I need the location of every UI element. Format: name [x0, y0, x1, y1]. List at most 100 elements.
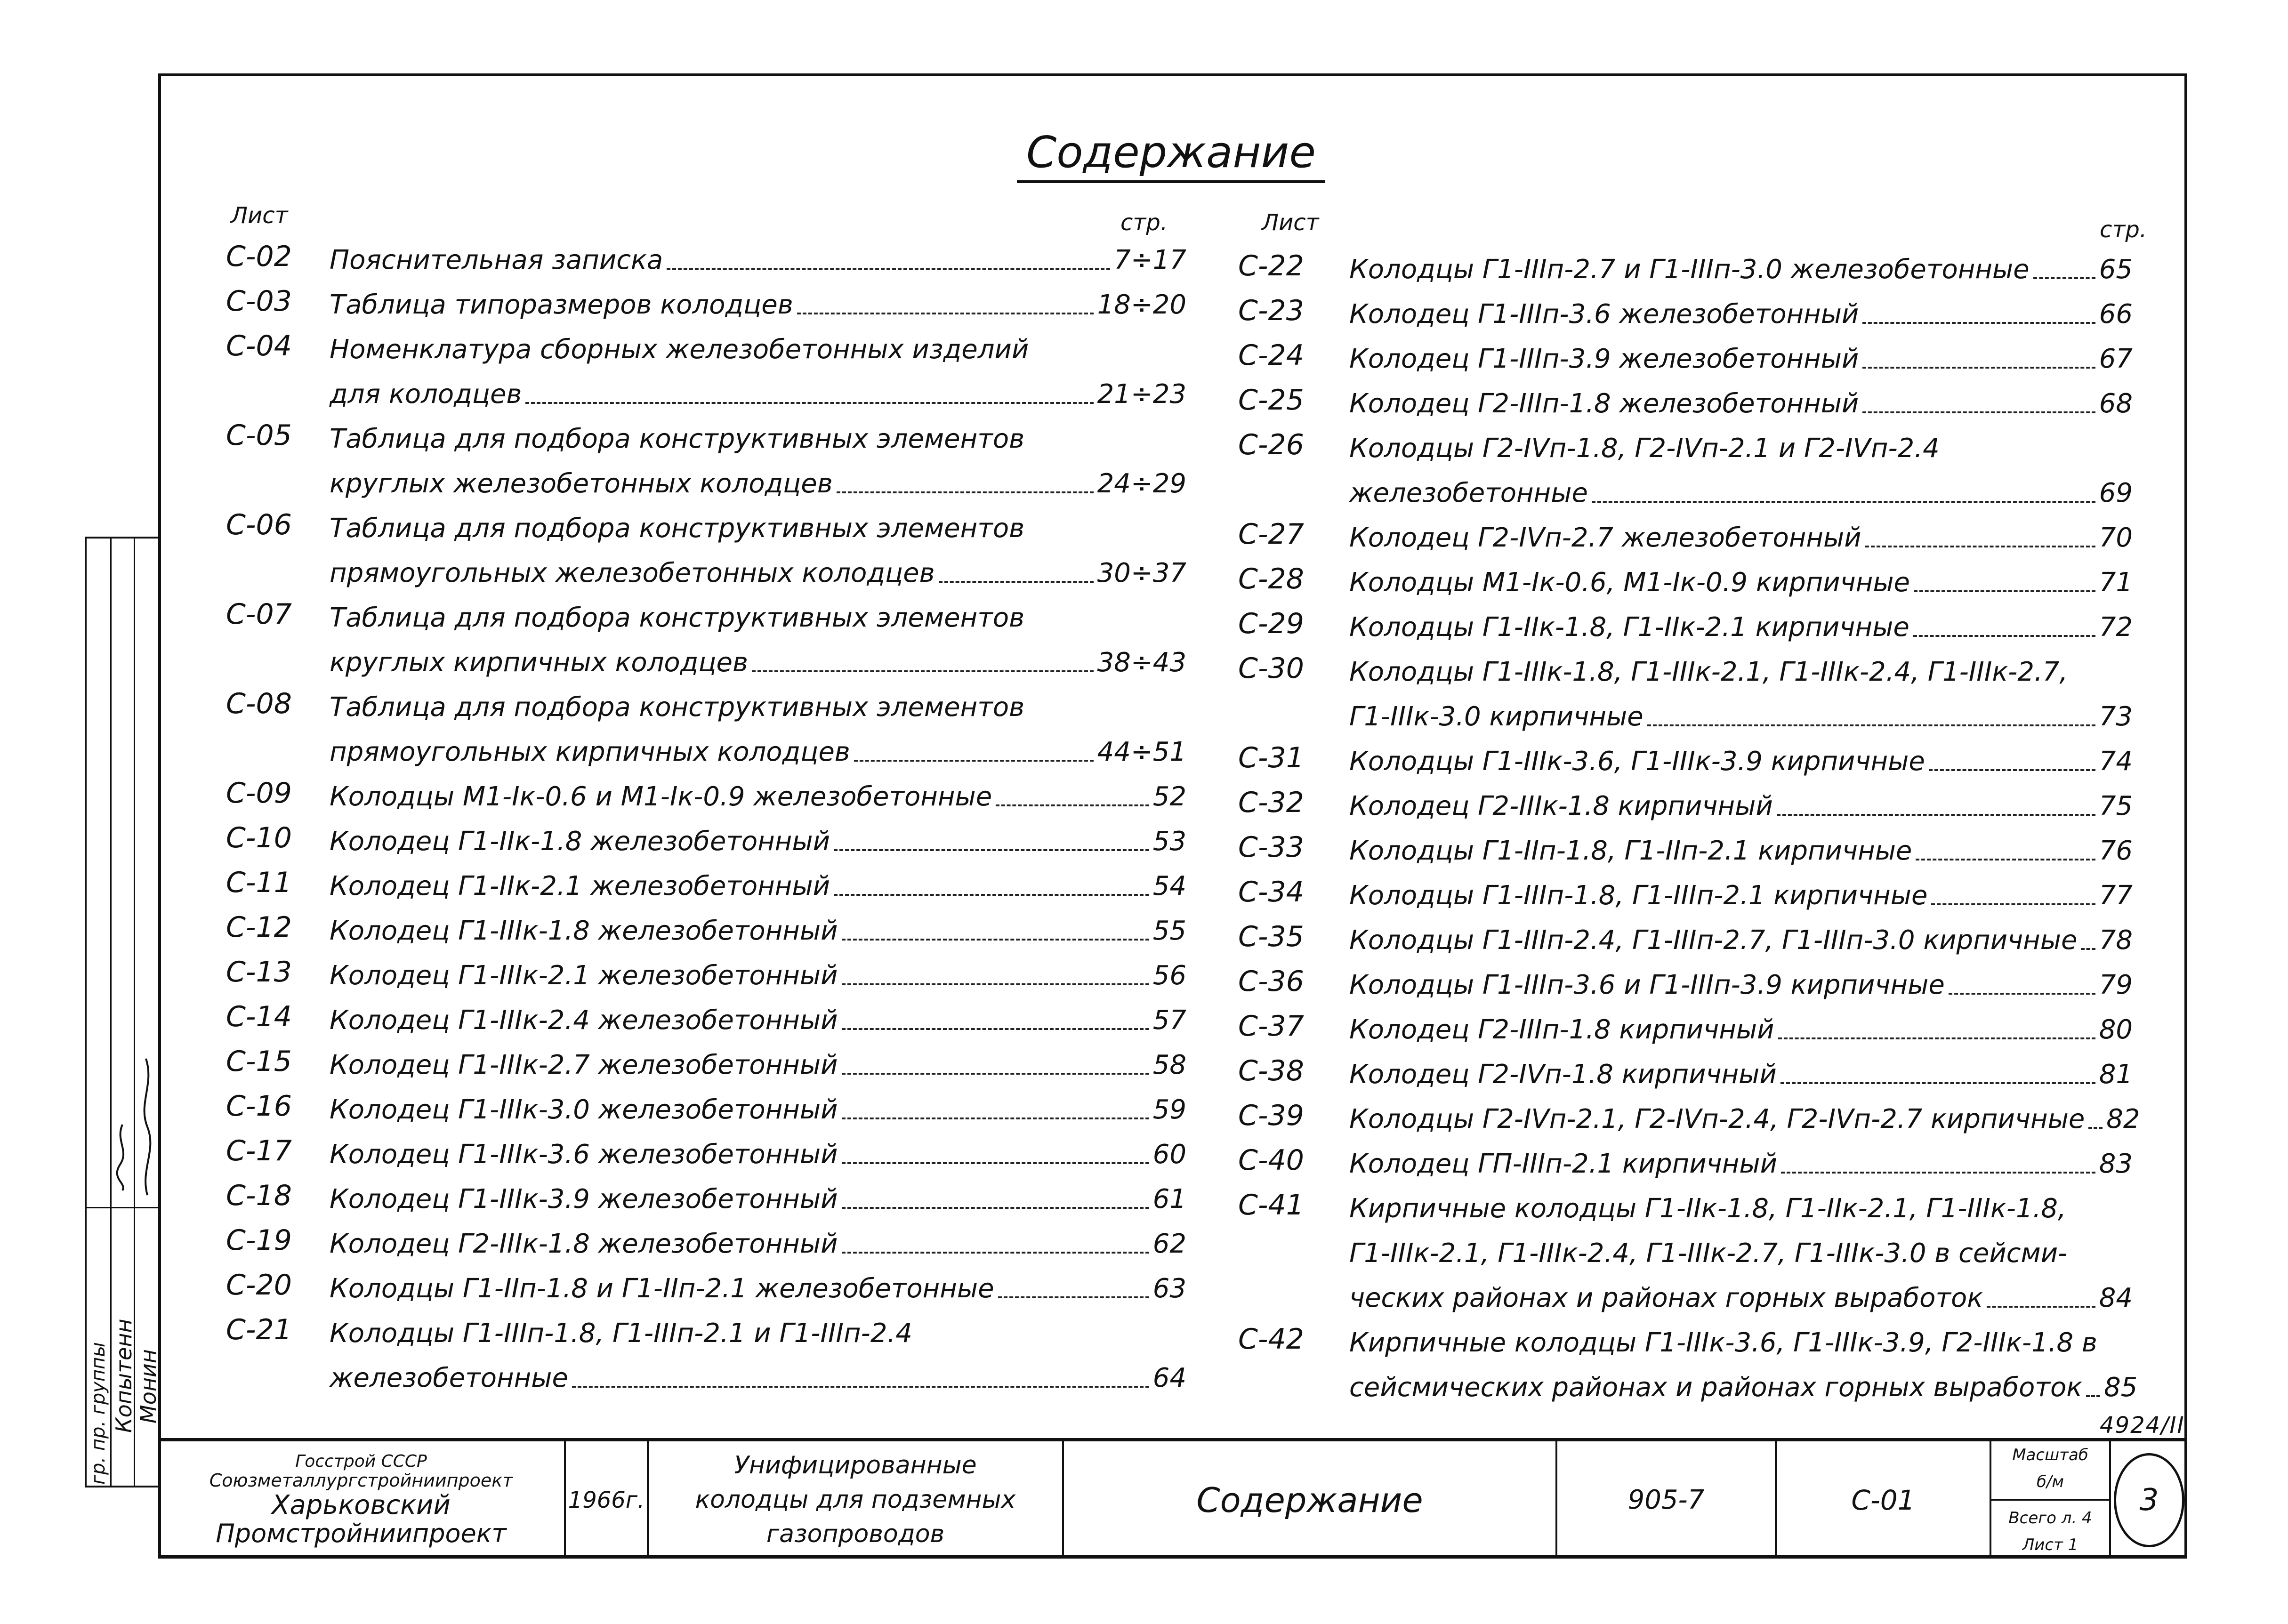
- org-line: Харьковский: [272, 1489, 451, 1520]
- sheet-number: Лист 1: [2022, 1536, 2079, 1555]
- toc-entry-text: Г1-IIIк-3.0 кирпичные: [1349, 701, 1643, 732]
- leader-line: [841, 1207, 1149, 1209]
- toc-entry: Кирпичные колодцы Г1-IIIк-3.6, Г1-IIIк-3…: [1349, 1320, 2133, 1358]
- toc-entry-text: Колодцы Г1-IIIп-2.7 и Г1-IIIп-3.0 железо…: [1349, 254, 2030, 285]
- leader-line: [1778, 1037, 2095, 1039]
- toc-entry: Колодцы М1-Iк-0.6 и М1-Iк-0.9 железобето…: [330, 774, 1186, 812]
- toc-entry-text: прямоугольных кирпичных колодцев: [330, 737, 850, 767]
- toc-sheet-code: С-39: [1238, 1099, 1304, 1132]
- sheet-header-left: Лист: [231, 202, 288, 229]
- toc-entry: Колодцы Г1-IIIк-1.8, Г1-IIIк-2.1, Г1-III…: [1349, 650, 2133, 687]
- toc-entry-page: 38÷43: [1097, 647, 1186, 678]
- leader-line: [996, 804, 1149, 806]
- toc-sheet-code: С-42: [1238, 1323, 1304, 1356]
- toc-entry-text: прямоугольных железобетонных колодцев: [330, 558, 935, 588]
- series-number: 905-7: [1627, 1485, 1705, 1515]
- toc-entry: Колодец Г1-IIIк-2.4 железобетонный 57: [330, 998, 1186, 1036]
- toc-sheet-code: С-19: [226, 1224, 292, 1257]
- toc-entry: Колодец Г1-IIк-2.1 железобетонный 54: [330, 864, 1186, 901]
- toc-entry: Номенклатура сборных железобетонных изде…: [330, 327, 1186, 365]
- toc-entry-text: сейсмических районах и районах горных вы…: [1349, 1372, 2083, 1403]
- toc-sheet-code: С-05: [226, 419, 292, 452]
- sheet-title: Содержание: [1196, 1480, 1423, 1520]
- toc-entry-text: Г1-IIIк-2.1, Г1-IIIк-2.4, Г1-IIIк-2.7, Г…: [1349, 1238, 2068, 1269]
- toc-entry: Таблица для подбора конструктивных элеме…: [330, 595, 1186, 633]
- leader-line: [1913, 590, 2095, 592]
- toc-entry-page: 53: [1152, 826, 1186, 857]
- toc-sheet-code: С-04: [226, 330, 292, 362]
- toc-entry: Колодец Г1-IIIк-3.9 железобетонный 61: [330, 1177, 1186, 1214]
- toc-entry-text: Колодцы Г1-IIк-1.8, Г1-IIк-2.1 кирпичные: [1349, 612, 1909, 643]
- project-cell: Унифицированные колодцы для подземных га…: [649, 1441, 1064, 1559]
- leader-line: [1948, 993, 2095, 995]
- toc-entry: для колодцев 21÷23: [330, 372, 1186, 410]
- toc-entry: Колодец Г1-IIк-1.8 железобетонный 53: [330, 819, 1186, 857]
- leader-line: [938, 581, 1094, 583]
- toc-entry: Колодец Г2-IIIп-1.8 железобетонный 68: [1349, 381, 2133, 419]
- toc-entry-page: 70: [2099, 523, 2133, 553]
- toc-entry: Колодец Г2-IVп-1.8 кирпичный 81: [1349, 1052, 2133, 1090]
- toc-entry-text: Пояснительная записка: [330, 245, 663, 275]
- toc-entry-page: 61: [1152, 1184, 1186, 1214]
- page-number-cell: 3: [2111, 1441, 2187, 1559]
- toc-entry-page: 7÷17: [1114, 245, 1186, 275]
- toc-sheet-code: С-14: [226, 1000, 292, 1033]
- signature: [113, 1122, 132, 1193]
- toc-entry-page: 72: [2099, 612, 2133, 643]
- toc-entry: прямоугольных кирпичных колодцев 44÷51: [330, 730, 1186, 767]
- toc-entry-text: Колодец Г1-IIIк-2.1 железобетонный: [330, 960, 838, 991]
- toc-entry-page: 66: [2099, 299, 2133, 330]
- toc-sheet-code: С-07: [226, 598, 292, 631]
- toc-sheet-code: С-15: [226, 1045, 292, 1078]
- leader-line: [1928, 769, 2095, 771]
- toc-entry: Колодцы Г2-IVп-1.8, Г2-IVп-2.1 и Г2-IVп-…: [1349, 426, 2133, 464]
- org-line: Госстрой СССР: [295, 1452, 427, 1471]
- toc-sheet-code: С-21: [226, 1313, 292, 1346]
- toc-entry-page: 75: [2099, 791, 2133, 821]
- toc-entry-page: 64: [1152, 1363, 1186, 1393]
- org-line: Союзметаллургстройниипроект: [209, 1470, 513, 1491]
- toc-sheet-code: С-22: [1238, 249, 1304, 282]
- toc-entry: Колодец Г2-IIIк-1.8 кирпичный 75: [1349, 784, 2133, 821]
- toc-entry-text: Колодец Г2-IVп-2.7 железобетонный: [1349, 523, 1861, 553]
- toc-entry-text: круглых железобетонных колодцев: [330, 468, 833, 499]
- leader-line: [841, 983, 1149, 985]
- toc-sheet-code: С-28: [1238, 563, 1304, 595]
- toc-entry-page: 30÷37: [1097, 558, 1186, 588]
- toc-entry-text: Колодец Г2-IIIп-1.8 кирпичный: [1349, 1014, 1774, 1045]
- toc-entry-text: Колодцы М1-Iк-0.6, М1-Iк-0.9 кирпичные: [1349, 567, 1910, 598]
- toc-entry-page: 77: [2099, 880, 2133, 911]
- leader-line: [1781, 1172, 2095, 1174]
- project-line: Унифицированные: [734, 1451, 977, 1480]
- toc-sheet-code: С-40: [1238, 1144, 1304, 1177]
- leader-line: [2033, 277, 2095, 279]
- toc-entry: круглых кирпичных колодцев 38÷43: [330, 640, 1186, 678]
- toc-entry-page: 57: [1152, 1005, 1186, 1036]
- toc-sheet-code: С-02: [226, 240, 292, 273]
- toc-entry-text: Таблица для подбора конструктивных элеме…: [330, 424, 1025, 454]
- toc-entry-text: для колодцев: [330, 379, 522, 410]
- leader-line: [1780, 1082, 2095, 1084]
- toc-entry-page: 52: [1152, 781, 1186, 812]
- toc-entry-text: Колодец Г2-IVп-1.8 кирпичный: [1349, 1059, 1777, 1090]
- toc-sheet-code: С-25: [1238, 384, 1304, 417]
- toc-entry: Колодец Г2-IVп-2.7 железобетонный 70: [1349, 515, 2133, 553]
- toc-entry: Колодцы Г1-IIп-1.8, Г1-IIп-2.1 кирпичные…: [1349, 828, 2133, 866]
- organization-cell: Госстрой СССР Союзметаллургстройниипроек…: [158, 1441, 566, 1559]
- toc-entry-text: Колодцы Г1-IIIп-1.8, Г1-IIIп-2.1 и Г1-II…: [330, 1318, 912, 1349]
- leader-line: [841, 1028, 1149, 1030]
- toc-sheet-code: С-16: [226, 1090, 292, 1123]
- toc-sheet-code: С-35: [1238, 920, 1304, 953]
- side-stamp: гр. пр. группы Копытенн Монин: [85, 537, 161, 1487]
- toc-sheet-code: С-09: [226, 777, 292, 810]
- toc-entry-page: 74: [2099, 746, 2133, 777]
- org-line: Промстройниипроект: [216, 1519, 507, 1549]
- toc-entry-text: Колодец Г1-IIIк-3.6 железобетонный: [330, 1139, 838, 1170]
- toc-entry-page: 65: [2099, 254, 2133, 285]
- sheet-title-cell: Содержание: [1064, 1441, 1557, 1559]
- toc-entry: Колодец Г1-IIIк-1.8 железобетонный 55: [330, 908, 1186, 946]
- toc-entry-page: 62: [1152, 1229, 1186, 1259]
- sheet-code: С-01: [1851, 1484, 1915, 1516]
- toc-entry: Колодец Г1-IIIп-3.9 железобетонный 67: [1349, 337, 2133, 374]
- leader-line: [998, 1296, 1149, 1298]
